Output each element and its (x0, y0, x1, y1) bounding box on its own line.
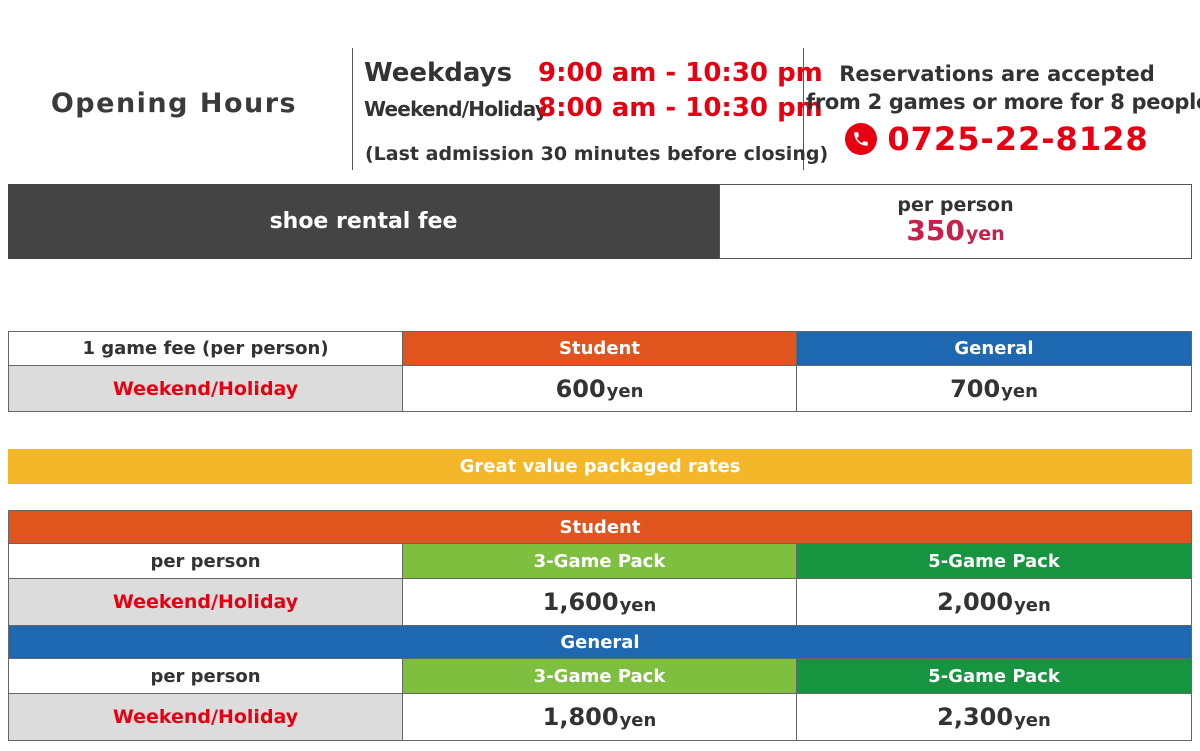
student-per-person-text: per person (150, 550, 261, 572)
weekend-label: Weekend/Holiday (364, 97, 548, 121)
student-3-game-pack-text: 3-Game Pack (533, 550, 666, 572)
packaged-rates-banner: Great value packaged rates (8, 449, 1192, 484)
student-3-game-pack-header: 3-Game Pack (402, 543, 797, 579)
single-game-general-price: 700 yen (796, 365, 1192, 412)
last-admission-note: (Last admission 30 minutes before closin… (365, 143, 829, 165)
shoe-rental-price: 350yen (906, 213, 1005, 250)
reservation-note-line1: Reservations are accepted (839, 62, 1155, 86)
student-5-game-pack-text: 5-Game Pack (928, 550, 1060, 572)
shoe-rental-label: shoe rental fee (8, 184, 719, 259)
single-game-general-text: General (954, 338, 1034, 359)
student-per-person: per person (8, 543, 403, 579)
packaged-rates-banner-text: Great value packaged rates (459, 456, 741, 477)
weekend-hours: 8:00 am - 10:30 pm (538, 93, 823, 123)
student-package-band: Student (8, 510, 1192, 544)
single-game-header-text: 1 game fee (per person) (82, 338, 329, 359)
price-unit: yen (1014, 594, 1051, 616)
single-game-row-label-text: Weekend/Holiday (112, 377, 299, 400)
shoe-rental-per-person: per person (897, 193, 1014, 216)
shoe-rental-label-text: shoe rental fee (269, 209, 458, 234)
price-unit: yen (619, 594, 657, 616)
weekdays-hours: 9:00 am - 10:30 pm (538, 58, 823, 88)
price-unit: yen (1014, 709, 1051, 731)
single-game-student-header: Student (402, 331, 797, 366)
single-game-header-label: 1 game fee (per person) (8, 331, 403, 366)
single-game-student-price: 600 yen (402, 365, 797, 412)
phone-icon (845, 123, 878, 155)
price-value: 1,600 (542, 588, 619, 616)
shoe-rental-price-value: 350 (906, 213, 965, 247)
price-value: 2,300 (937, 703, 1014, 731)
divider-left (352, 48, 353, 170)
divider-right (803, 48, 804, 170)
weekdays-label: Weekdays (364, 58, 513, 88)
single-game-row-label: Weekend/Holiday (8, 365, 403, 412)
single-game-general-header: General (796, 331, 1192, 366)
general-package-band-text: General (560, 631, 640, 653)
general-5-game-price: 2,300 yen (796, 693, 1192, 741)
general-package-band: General (8, 625, 1192, 659)
price-value: 1,800 (542, 703, 619, 731)
student-3-game-price: 1,600 yen (402, 578, 797, 626)
general-package-row-label-text: Weekend/Holiday (112, 706, 299, 728)
reservation-note-line2: from 2 games or more for 8 people. (806, 90, 1200, 114)
phone-contact[interactable]: 0725-22-8128 (806, 120, 1188, 158)
price-unit: yen (1001, 381, 1038, 402)
general-per-person-text: per person (150, 665, 261, 687)
general-5-game-pack-text: 5-Game Pack (928, 665, 1060, 687)
student-package-row-label: Weekend/Holiday (8, 578, 403, 626)
general-3-game-pack-header: 3-Game Pack (402, 658, 797, 694)
general-3-game-price: 1,800 yen (402, 693, 797, 741)
student-5-game-price: 2,000 yen (796, 578, 1192, 626)
shoe-rental-price-unit: yen (965, 222, 1005, 245)
single-game-student-text: Student (559, 338, 640, 359)
price-unit: yen (606, 381, 644, 402)
general-package-row-label: Weekend/Holiday (8, 693, 403, 741)
general-3-game-pack-text: 3-Game Pack (533, 665, 666, 687)
student-5-game-pack-header: 5-Game Pack (796, 543, 1192, 579)
price-value: 700 (950, 374, 1001, 403)
price-value: 2,000 (937, 588, 1014, 616)
student-package-row-label-text: Weekend/Holiday (112, 591, 299, 613)
general-5-game-pack-header: 5-Game Pack (796, 658, 1192, 694)
opening-hours-title: Opening Hours (50, 88, 298, 119)
phone-number[interactable]: 0725-22-8128 (887, 120, 1149, 158)
student-package-band-text: Student (559, 516, 641, 538)
shoe-rental-price-cell: per person 350yen (719, 184, 1192, 259)
price-value: 600 (555, 374, 606, 403)
price-unit: yen (619, 709, 657, 731)
general-per-person: per person (8, 658, 403, 694)
